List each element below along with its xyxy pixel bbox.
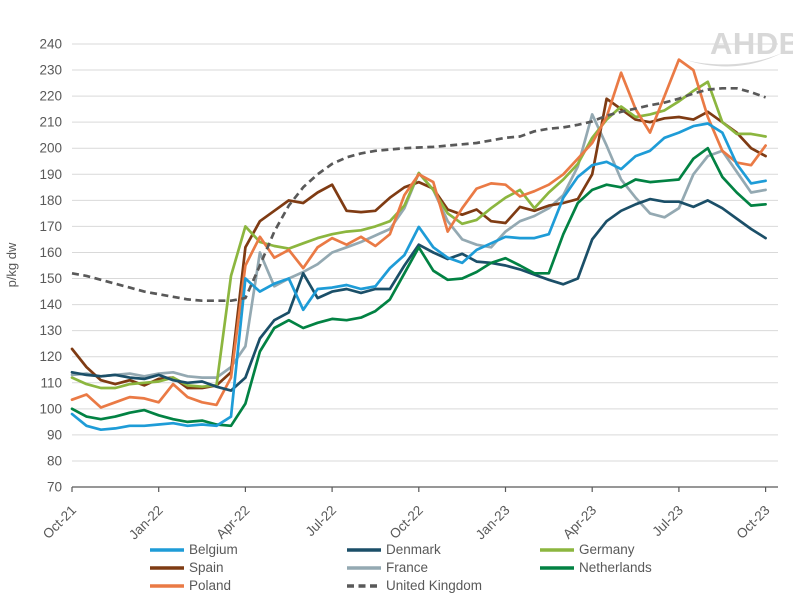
x-axis-tick-label: Jan-23	[473, 503, 513, 541]
y-axis-tick-label: 70	[47, 480, 62, 495]
series-line-germany	[70, 80, 767, 390]
y-axis-title: p/kg dw	[4, 242, 19, 287]
legend-swatch	[150, 584, 184, 588]
ahdb-logo-text: AHDB	[710, 26, 793, 61]
x-axis-tick-label: Oct-22	[387, 503, 426, 541]
legend-label: Belgium	[189, 542, 238, 557]
y-axis-tick-label: 140	[39, 297, 62, 312]
y-axis-tick-label: 210	[39, 115, 62, 130]
x-axis-tick-label: Apr-22	[213, 503, 252, 541]
gridlines	[72, 43, 778, 462]
x-axis-tick-label: Oct-23	[733, 503, 772, 541]
legend-item-germany: Germany	[540, 541, 652, 559]
y-axis-tick-label: 180	[39, 193, 62, 208]
series-line-belgium	[70, 122, 767, 432]
y-axis-tick-label: 170	[39, 219, 62, 234]
y-axis-tick-label: 160	[39, 245, 62, 260]
series-line-united-kingdom	[71, 86, 767, 303]
y-axis-tick-label: 230	[39, 63, 62, 78]
legend-swatch	[540, 548, 574, 552]
ahdb-logo: AHDB	[686, 26, 793, 67]
legend-label: Germany	[579, 542, 635, 557]
series-lines	[70, 58, 767, 432]
y-axis-tick-label: 220	[39, 89, 62, 104]
legend-swatch	[347, 548, 381, 552]
legend-item-poland: Poland	[150, 577, 238, 595]
x-axis	[71, 486, 778, 492]
x-axis-tick-label: Jul-22	[303, 503, 340, 540]
legend-label: Netherlands	[579, 560, 652, 575]
legend-item-netherlands: Netherlands	[540, 559, 652, 577]
legend-label: Poland	[189, 578, 232, 593]
legend-label: Denmark	[386, 542, 441, 557]
y-axis-tick-label: 200	[39, 141, 62, 156]
legend-label: United Kingdom	[386, 578, 483, 593]
legend-swatch	[150, 566, 184, 570]
legend-column: Belgium Spain Poland	[150, 541, 238, 595]
y-axis-tick-label: 240	[39, 37, 62, 52]
legend-item-united-kingdom: United Kingdom	[347, 577, 482, 595]
x-axis-tick-label: Jan-22	[126, 503, 166, 541]
legend-column: Denmark France United Kingdom	[347, 541, 482, 595]
legend-swatch	[347, 584, 381, 588]
y-axis-tick-label: 130	[39, 323, 62, 338]
legend-swatch	[540, 566, 574, 570]
series-line-denmark	[70, 197, 767, 392]
legend-item-belgium: Belgium	[150, 541, 238, 559]
y-axis-tick-label: 100	[39, 401, 62, 416]
legend-swatch	[347, 566, 381, 570]
y-axis-tick-label: 110	[40, 375, 62, 390]
x-axis-tick-label: Jul-23	[649, 503, 686, 540]
legend-item-france: France	[347, 559, 482, 577]
series-line-spain	[70, 97, 767, 390]
y-axis-tick-label: 120	[39, 349, 62, 364]
legend-item-spain: Spain	[150, 559, 238, 577]
legend-swatch	[150, 548, 184, 552]
legend-label: France	[386, 560, 429, 575]
y-axis-tick-label: 150	[39, 271, 62, 286]
price-line-chart: AHDB 70 80 90 100 110 120 130 140 150 160 170 180 19…	[4, 26, 793, 541]
series-line-poland	[70, 58, 767, 409]
legend-column: Germany Netherlands	[540, 541, 652, 577]
legend-label: Spain	[189, 560, 224, 575]
chart-legend: Belgium Spain Poland Denmark France United Ki…	[0, 541, 793, 596]
x-axis-tick-label: Oct-21	[40, 503, 79, 541]
y-axis-tick-label: 80	[47, 453, 62, 468]
series-line-netherlands	[70, 146, 767, 428]
x-axis-tick-label: Apr-23	[560, 503, 599, 541]
legend-item-denmark: Denmark	[347, 541, 482, 559]
y-axis-tick-label: 90	[47, 427, 62, 442]
y-axis-tick-label: 190	[39, 167, 62, 182]
